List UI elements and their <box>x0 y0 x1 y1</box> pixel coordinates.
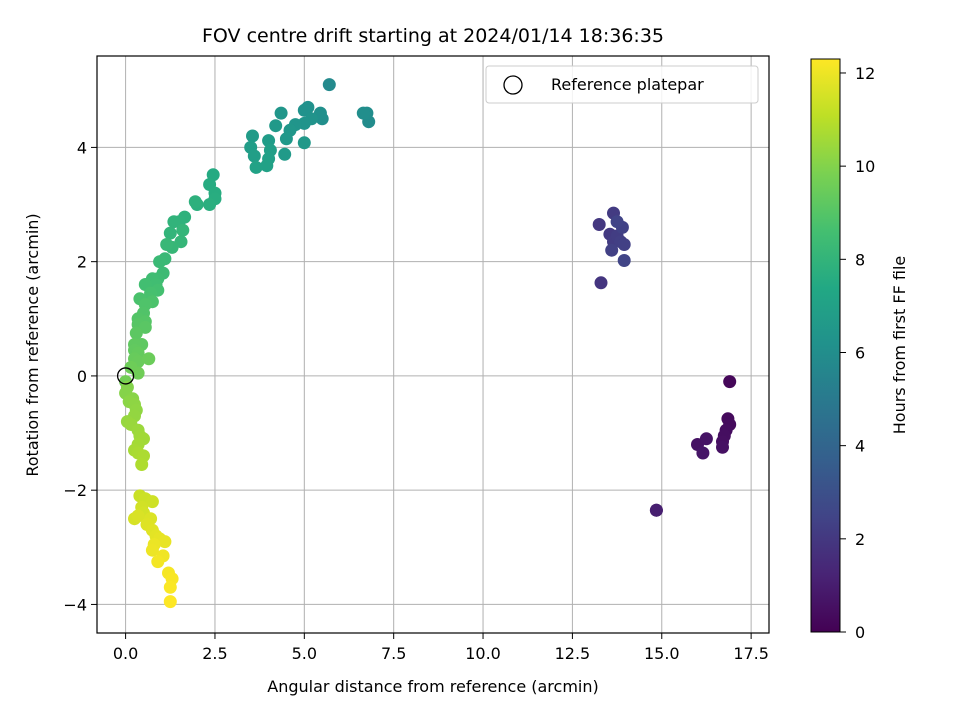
y-tick-label: −4 <box>63 595 87 614</box>
data-point <box>262 134 276 148</box>
plot-frame <box>96 55 770 634</box>
colorbar-tick-label: 8 <box>855 250 865 269</box>
data-point <box>145 543 159 557</box>
colorbar-tick-label: 2 <box>855 530 865 549</box>
data-point <box>649 503 663 517</box>
data-point <box>151 555 165 569</box>
y-axis-label: Rotation from reference (arcmin) <box>23 213 42 476</box>
data-points <box>119 78 737 609</box>
legend-marker-icon <box>503 75 523 95</box>
data-point <box>131 366 145 380</box>
reference-layer <box>116 367 135 385</box>
x-tick-label: 15.0 <box>644 644 680 663</box>
data-point <box>246 129 259 143</box>
data-point <box>617 238 631 251</box>
data-point <box>188 195 202 209</box>
data-point <box>592 218 606 231</box>
legend-label: Reference platepar <box>551 75 704 94</box>
x-tick-label: 7.5 <box>381 644 406 663</box>
data-point <box>594 276 608 290</box>
colorbar-tick-label: 12 <box>855 64 875 83</box>
data-point <box>279 132 293 146</box>
data-point <box>723 375 737 389</box>
data-point <box>176 223 190 237</box>
data-point <box>249 160 263 174</box>
data-point <box>158 535 172 549</box>
y-tick-label: 2 <box>77 253 87 272</box>
y-tick-label: 4 <box>77 138 87 157</box>
legend: Reference platepar <box>485 65 759 104</box>
x-tick-label: 2.5 <box>202 644 227 663</box>
colorbar-tick-label: 10 <box>855 157 875 176</box>
data-point <box>145 495 159 509</box>
data-point <box>142 352 156 366</box>
reference-point-marker <box>116 367 135 385</box>
x-axis-ticks: 0.0 2.5 5.0 7.5 10.0 12.5 15.0 17.5 <box>113 633 769 663</box>
y-tick-label: 0 <box>77 367 87 386</box>
colorbar-tick-label: 4 <box>855 437 865 456</box>
data-point <box>163 580 177 594</box>
data-point <box>617 254 631 267</box>
data-point <box>163 595 177 609</box>
data-point <box>129 326 143 340</box>
data-point <box>131 509 145 523</box>
colorbar: 0 2 4 6 8 10 12 Hours from first FF file <box>810 58 909 642</box>
data-point <box>160 238 174 251</box>
x-tick-label: 5.0 <box>292 644 317 663</box>
data-point <box>260 159 274 173</box>
data-point <box>699 432 713 446</box>
colorbar-label: Hours from first FF file <box>890 256 909 435</box>
grid-lines <box>97 56 769 633</box>
data-point <box>297 103 311 117</box>
data-point <box>696 446 710 460</box>
data-point <box>297 136 311 150</box>
data-point <box>167 215 181 229</box>
y-axis-ticks: −4 −2 0 2 4 <box>63 138 97 614</box>
data-point <box>322 78 336 92</box>
x-tick-label: 0.0 <box>113 644 138 663</box>
data-point <box>135 458 149 471</box>
chart-title: FOV centre drift starting at 2024/01/14 … <box>202 25 664 47</box>
data-point <box>247 149 261 163</box>
y-tick-label: −2 <box>63 481 87 500</box>
x-tick-label: 10.0 <box>465 644 501 663</box>
colorbar-ticks: 0 2 4 6 8 10 12 <box>840 64 875 642</box>
data-point <box>610 215 624 229</box>
data-point <box>163 226 177 240</box>
data-point <box>203 198 217 211</box>
data-point <box>605 243 619 257</box>
x-axis-label: Angular distance from reference (arcmin) <box>267 677 598 696</box>
x-tick-label: 17.5 <box>733 644 769 663</box>
colorbar-gradient <box>810 58 841 633</box>
data-point <box>153 255 167 269</box>
data-point <box>278 147 292 161</box>
legend-box <box>485 65 759 104</box>
data-point <box>269 119 283 133</box>
x-tick-label: 12.5 <box>555 644 591 663</box>
data-point <box>274 106 288 120</box>
data-point <box>356 106 370 120</box>
data-point <box>716 440 729 454</box>
colorbar-tick-label: 0 <box>855 623 865 642</box>
colorbar-tick-label: 6 <box>855 343 865 362</box>
